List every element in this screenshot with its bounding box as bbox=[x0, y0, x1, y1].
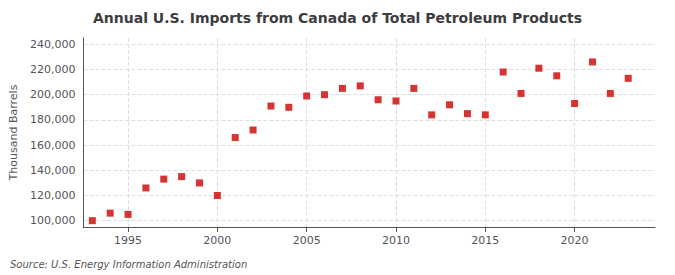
svg-text:2020: 2020 bbox=[561, 234, 589, 247]
svg-text:120,000: 120,000 bbox=[30, 189, 76, 202]
svg-text:220,000: 220,000 bbox=[30, 63, 76, 76]
svg-text:Thousand Barrels: Thousand Barrels bbox=[7, 84, 20, 181]
svg-text:100,000: 100,000 bbox=[30, 214, 76, 227]
svg-text:180,000: 180,000 bbox=[30, 113, 76, 126]
svg-text:Annual U.S. Imports from Canad: Annual U.S. Imports from Canada of Total… bbox=[93, 10, 582, 26]
svg-text:2005: 2005 bbox=[293, 234, 321, 247]
svg-text:1995: 1995 bbox=[114, 234, 142, 247]
svg-text:200,000: 200,000 bbox=[30, 88, 76, 101]
svg-text:240,000: 240,000 bbox=[30, 38, 76, 51]
svg-text:140,000: 140,000 bbox=[30, 164, 76, 177]
svg-text:160,000: 160,000 bbox=[30, 139, 76, 152]
svg-text:2000: 2000 bbox=[203, 234, 231, 247]
svg-text:2015: 2015 bbox=[471, 234, 499, 247]
svg-text:Source: U.S. Energy Informatio: Source: U.S. Energy Information Administ… bbox=[10, 259, 247, 270]
svg-text:2010: 2010 bbox=[382, 234, 410, 247]
